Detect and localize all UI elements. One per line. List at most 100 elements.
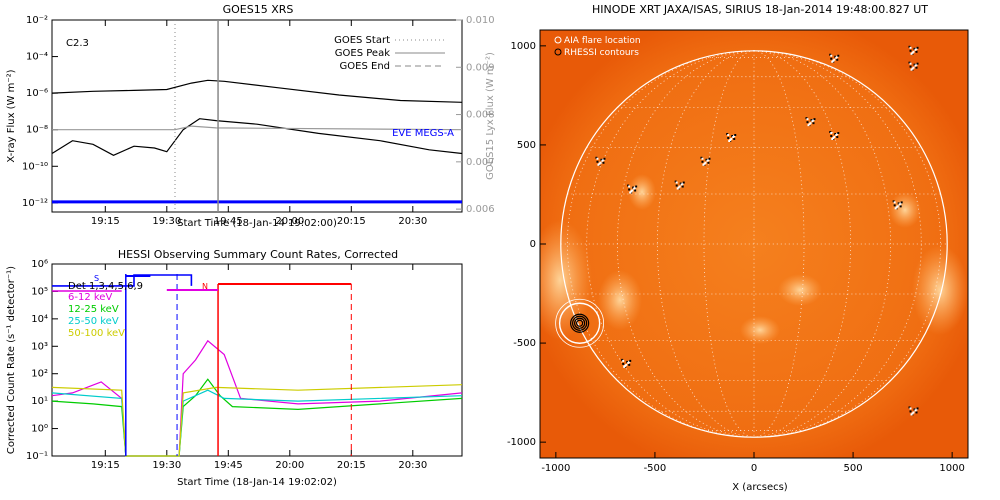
sunspot-pixel-bright [909, 46, 912, 49]
sunspot-pixel [837, 54, 840, 57]
sunspot-pixel [734, 134, 737, 136]
legend-6-12: 6-12 keV [68, 292, 112, 303]
goes-ytick-label: 10⁻⁴ [26, 52, 48, 63]
longitude-gridline [753, 50, 922, 438]
sunspot-pixel [916, 46, 919, 49]
hessi-xlabel: Start Time (18-Jan-14 19:02:02) [177, 477, 337, 488]
hessi-ytick-label: 10⁻¹ [26, 451, 48, 462]
xrt-title: HINODE XRT JAXA/ISAS, SIRIUS 18-Jan-2014… [592, 3, 928, 16]
sunspot-pixel [707, 161, 710, 164]
sunspot-pixel [916, 407, 919, 410]
sunspot-pixel-bright [894, 207, 897, 210]
legend-rhessi: RHESSI contours [564, 48, 639, 58]
aia-flare-outer [555, 298, 605, 348]
hessi-ylabel: Corrected Count Rate (s⁻¹ detector⁻¹) [6, 266, 17, 454]
goes-ytick-right-label: 0.007 [466, 157, 495, 168]
xrt-ytick-label: 0 [530, 239, 536, 250]
sunspot-pixel-bright [835, 134, 838, 137]
sunspot-pixel [915, 66, 918, 69]
hessi-series-6-12-kev [51, 339, 463, 457]
goes-series-short-channel [51, 118, 463, 156]
sunspot-pixel [727, 137, 730, 139]
goes-series [51, 20, 463, 212]
sunspot-pixel [603, 157, 606, 160]
legend-12-25: 12-25 keV [68, 304, 119, 315]
hessi-xtick-label: 19:30 [152, 460, 181, 471]
xrt-ytick-label: -500 [513, 338, 536, 349]
legend-det: Det 1,3,4,5,6,9 [68, 281, 143, 292]
xrt-xtick-label: 500 [844, 463, 863, 474]
sunspot-pixel [682, 181, 685, 184]
goes-ytick-label: 10⁻¹⁰ [22, 161, 48, 172]
limb-brightening-west [912, 245, 968, 335]
goes-xtick-label: 20:15 [337, 216, 366, 227]
sunspot-pixel-bright [706, 159, 709, 162]
limb-brightening-east [540, 220, 592, 340]
goes-ylabel: X-ray Flux (W m⁻²) [6, 69, 17, 162]
sunspot-pixel-bright [633, 187, 636, 190]
longitude-gridline [586, 50, 755, 438]
hessi-panel: HESSI Observing Summary Count Rates, Cor… [6, 248, 463, 488]
sunspot-pixel [909, 49, 912, 52]
goes-ytick-label: 10⁻⁶ [26, 88, 48, 99]
goes-xlabel: Start Time (18-Jan-14 19:02:00) [177, 218, 337, 229]
sunspot-pixel [916, 62, 919, 65]
goes-xtick-label: 19:45 [214, 216, 243, 227]
hessi-ytick-label: 10⁶ [31, 259, 48, 270]
goes-series-long-channel [51, 79, 463, 103]
xrt-image-content [540, 174, 968, 344]
goes-xtick-label: 20:30 [398, 216, 427, 227]
sunspot-pixel [893, 204, 896, 207]
goes-ytick-label: 10⁻² [26, 15, 48, 26]
sunspot-markers [595, 45, 919, 416]
sunspot-pixel [681, 185, 684, 188]
goes-ytick-right-label: 0.008 [466, 110, 495, 121]
sunspot-pixel-bright [914, 64, 917, 67]
sunspot-pixel-bright [910, 413, 913, 416]
goes-plot-frame [51, 19, 463, 213]
xrt-panel: HINODE XRT JAXA/ISAS, SIRIUS 18-Jan-2014… [507, 3, 969, 493]
sunspot-pixel-bright [622, 359, 625, 362]
longitude-gridline [753, 50, 851, 438]
sunspot-pixel-bright [811, 120, 814, 123]
sunspot-pixel-bright [914, 48, 917, 51]
legend-rhessi-marker [554, 48, 562, 56]
sunspot-pixel [628, 188, 631, 191]
sunspot-pixel-bright [831, 138, 834, 141]
sunspot-pixel-bright [830, 132, 833, 135]
rhessi-contour [576, 319, 584, 327]
xrt-ytick-label: -1000 [507, 437, 536, 448]
sunspot-pixel [915, 50, 918, 53]
sunspot-pixel-bright [909, 407, 912, 410]
xrt-ytick-label: 500 [517, 140, 536, 151]
sunspot-pixel-bright [680, 183, 683, 186]
goes-ytick-label: 10⁻¹² [22, 198, 48, 209]
bright-region-5 [628, 174, 656, 210]
goes-axes: 19:15 19:30 19:45 20:00 20:15 20:30 10⁻² 10⁻⁴ 10… [22, 15, 495, 227]
sunspot-pixel [629, 359, 632, 362]
sunspot-pixel [909, 410, 912, 413]
xrt-ytick-label: 1000 [511, 41, 536, 52]
bright-region-2 [778, 274, 822, 306]
goes-class-label: C2.3 [66, 38, 89, 49]
xrt-image-background [540, 30, 968, 458]
goes-ytick-right-label: 0.010 [466, 15, 495, 26]
hessi-xtick-label: 19:15 [91, 460, 120, 471]
xrt-xtick-label: 1000 [939, 463, 964, 474]
rhessi-contour [572, 315, 588, 331]
sunspot-pixel-bright [676, 187, 679, 190]
hessi-axes: 19:15 19:30 19:45 20:00 20:15 20:30 10⁶ 10⁵ 10⁴ 1… [26, 259, 427, 471]
sunspot-pixel [675, 184, 678, 187]
sunspot-pixel-bright [629, 191, 632, 194]
legend-aia: AIA flare location [564, 36, 641, 46]
sunspot-pixel-bright [701, 157, 704, 160]
sunspot-pixel-bright [623, 365, 626, 368]
sunspot-pixel-bright [910, 68, 913, 71]
sunspot-pixel-bright [831, 60, 834, 63]
hessi-ytick-label: 10⁰ [31, 424, 48, 435]
sunspot-pixel-bright [675, 181, 678, 184]
sunspot-pixel-bright [702, 163, 705, 166]
hessi-xtick-label: 20:30 [398, 460, 427, 471]
sunspot-pixel-bright [893, 201, 896, 204]
